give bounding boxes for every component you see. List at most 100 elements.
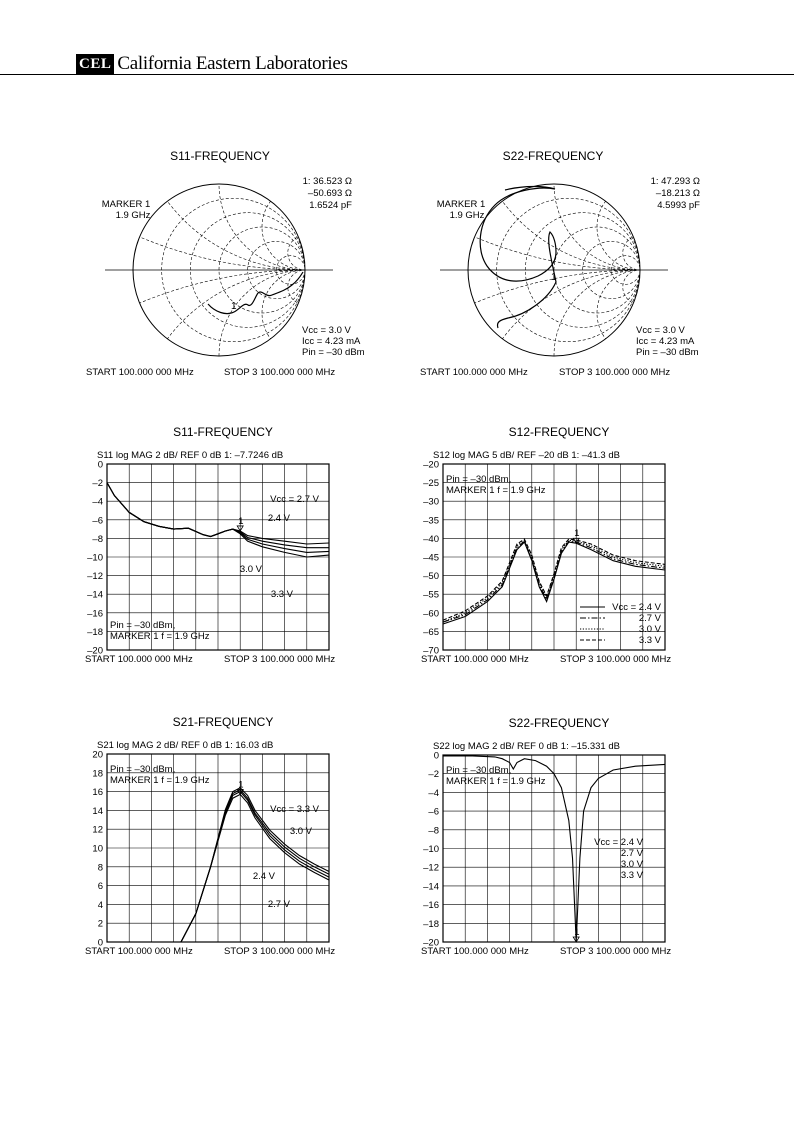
- y-tick-label: 8: [98, 862, 103, 873]
- condition-vcc: Vcc = 3.0 V: [302, 325, 352, 336]
- y-tick-label: 14: [92, 806, 103, 817]
- y-tick-label: –6: [428, 807, 439, 818]
- cel-logo: CEL: [76, 54, 115, 74]
- plot-frame: [442, 754, 666, 943]
- legend-entry: 3.3 V: [621, 870, 644, 881]
- s22-trace: [479, 185, 557, 329]
- y-tick-label: 4: [98, 900, 103, 911]
- legend-entry: 3.3 V: [271, 589, 294, 600]
- marker-number: 1: [551, 272, 557, 283]
- condition-text: Pin = –30 dBm,: [446, 474, 511, 485]
- marker-value-real: 1: 36.523 Ω: [303, 176, 352, 187]
- start-freq: START 100.000 000 MHz: [421, 654, 529, 665]
- s21-magnitude-chart: S21-FREQUENCY S21 log MAG 2 dB/ REF 0 dB …: [85, 715, 335, 957]
- reactance-arc: [133, 184, 305, 271]
- condition-text: MARKER 1 f = 1.9 GHz: [110, 775, 210, 786]
- marker-triangle: [236, 789, 244, 796]
- y-tick-label: –16: [87, 608, 103, 619]
- legend-entry: 2.7 V: [639, 613, 662, 624]
- stop-freq: STOP 3 100.000 000 MHz: [560, 654, 671, 665]
- reactance-arc: [133, 269, 305, 356]
- chart-title: S12-FREQUENCY: [509, 425, 610, 439]
- legend-entry: 3.0 V: [240, 564, 263, 575]
- y-tick-label: 12: [92, 825, 103, 836]
- y-tick-label: –60: [423, 608, 439, 619]
- y-tick-label: –40: [423, 534, 439, 545]
- marker-label: MARKER 1: [102, 199, 151, 210]
- s12-magnitude-chart: S12-FREQUENCY S12 log MAG 5 dB/ REF –20 d…: [421, 425, 671, 665]
- chart-title: S21-FREQUENCY: [173, 715, 274, 729]
- plot-frame: [442, 463, 666, 651]
- start-freq: START 100.000 000 MHz: [421, 946, 529, 957]
- y-tick-label: –50: [423, 571, 439, 582]
- y-tick-label: –2: [428, 769, 439, 780]
- legend-entry: 3.0 V: [621, 859, 644, 870]
- smith-grid: [440, 183, 668, 357]
- reactance-arc: [468, 269, 640, 356]
- s22-magnitude-chart: S22-FREQUENCY S22 log MAG 2 dB/ REF 0 dB …: [421, 716, 671, 957]
- stop-freq: STOP 3 100.000 000 MHz: [224, 946, 335, 957]
- plot-frame: [106, 753, 330, 943]
- plot-frame: [106, 463, 330, 651]
- legend-entry: 2.4 V: [268, 513, 291, 524]
- start-freq: START 100.000 000 MHz: [420, 367, 528, 378]
- chart-title: S22-FREQUENCY: [509, 716, 610, 730]
- legend-entry: Vcc = 2.7 V: [270, 494, 320, 505]
- marker-triangle: [572, 537, 580, 545]
- condition-text: Pin = –30 dBm,: [110, 620, 175, 631]
- marker-freq: 1.9 GHz: [116, 210, 151, 221]
- y-tick-label: –45: [423, 553, 439, 564]
- reactance-arc: [468, 184, 640, 271]
- condition-vcc: Vcc = 3.0 V: [636, 325, 686, 336]
- series-line: [443, 755, 666, 943]
- marker-number: 1: [238, 516, 243, 527]
- y-tick-label: –8: [428, 825, 439, 836]
- marker-freq: 1.9 GHz: [450, 210, 485, 221]
- condition-text: Pin = –30 dBm,: [446, 765, 511, 776]
- y-tick-label: –16: [423, 900, 439, 911]
- chart-header: S12 log MAG 5 dB/ REF –20 dB 1: –41.3 dB: [433, 450, 620, 461]
- y-tick-label: –55: [423, 590, 439, 601]
- condition-pin: Pin = –30 dBm: [636, 347, 699, 358]
- y-tick-label: 10: [92, 844, 103, 855]
- marker-number: 1: [574, 927, 579, 938]
- legend-entry: 2.7 V: [621, 848, 644, 859]
- y-tick-label: –18: [423, 919, 439, 930]
- smith-grid: [105, 183, 333, 357]
- y-tick-label: –20: [423, 460, 439, 471]
- condition-icc: Icc = 4.23 mA: [302, 336, 361, 347]
- y-tick-label: –20: [87, 646, 103, 657]
- y-tick-label: 6: [98, 881, 103, 892]
- legend-entry: 3.0 V: [290, 826, 313, 837]
- y-tick-label: –4: [428, 788, 439, 799]
- marker-number: 1: [574, 528, 579, 539]
- series-line: [442, 538, 666, 621]
- marker-value-imag: –18.213 Ω: [656, 188, 700, 199]
- y-tick-label: –70: [423, 646, 439, 657]
- y-tick-label: 20: [92, 750, 103, 761]
- legend-entry: 3.0 V: [639, 624, 662, 635]
- header-rule: [0, 74, 794, 75]
- y-tick-label: 16: [92, 787, 103, 798]
- resistance-circle: [611, 255, 640, 285]
- reactance-arc: [468, 269, 640, 356]
- y-tick-label: –30: [423, 497, 439, 508]
- series-line: [442, 539, 666, 623]
- s11-trace: [207, 271, 304, 315]
- y-tick-label: –8: [92, 534, 103, 545]
- chart-title: S11-FREQUENCY: [173, 425, 273, 439]
- y-tick-label: 2: [98, 919, 103, 930]
- y-tick-label: –14: [87, 590, 103, 601]
- y-tick-label: –10: [87, 553, 103, 564]
- marker-number: 1: [238, 779, 243, 790]
- reactance-arc: [468, 184, 640, 271]
- y-tick-label: –10: [423, 844, 439, 855]
- reactance-arc: [133, 184, 305, 271]
- condition-pin: Pin = –30 dBm: [302, 347, 365, 358]
- marker-number: 1: [231, 301, 237, 312]
- marker-value-cap: 1.6524 pF: [309, 200, 352, 211]
- chart-header: S22 log MAG 2 dB/ REF 0 dB 1: –15.331 dB: [433, 741, 620, 752]
- legend-entry: Vcc = 2.4 V: [594, 837, 644, 848]
- condition-icc: Icc = 4.23 mA: [636, 336, 695, 347]
- y-tick-label: –12: [423, 863, 439, 874]
